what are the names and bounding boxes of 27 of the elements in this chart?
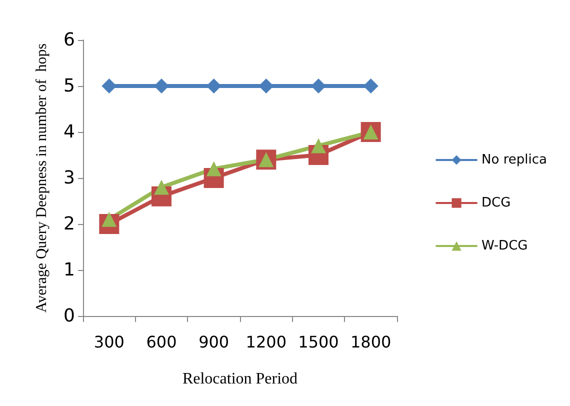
- y-tick-label: 5: [64, 76, 75, 96]
- y-axis-title: Average Query Deepness in number of hops: [34, 43, 50, 313]
- y-tick-label: 6: [64, 30, 75, 50]
- x-tick-label: 600: [146, 332, 177, 352]
- point: [258, 78, 274, 94]
- y-tick-label: 1: [64, 260, 75, 280]
- y-tick-label: 3: [64, 168, 75, 188]
- y-tick-label: 4: [64, 122, 75, 142]
- point: [206, 161, 222, 176]
- x-tick-label: 1800: [350, 332, 392, 352]
- legend-label: W-DCG: [482, 238, 528, 254]
- x-tick-label: 900: [198, 332, 230, 352]
- legend-label: DCG: [482, 196, 511, 210]
- y-tick-label: 0: [64, 306, 75, 326]
- legend-label: No replica: [482, 152, 548, 168]
- y-tick-label: 2: [64, 214, 75, 234]
- point: [154, 78, 169, 94]
- x-axis-title: Relocation Period: [182, 370, 298, 388]
- x-tick-label: 1500: [298, 332, 339, 352]
- point: [154, 180, 169, 195]
- x-tick-label: 1200: [246, 332, 287, 352]
- point: [206, 78, 222, 94]
- point: [363, 78, 378, 94]
- point: [311, 138, 326, 154]
- point: [102, 78, 117, 94]
- x-tick-label: 300: [94, 332, 124, 352]
- point: [311, 78, 326, 94]
